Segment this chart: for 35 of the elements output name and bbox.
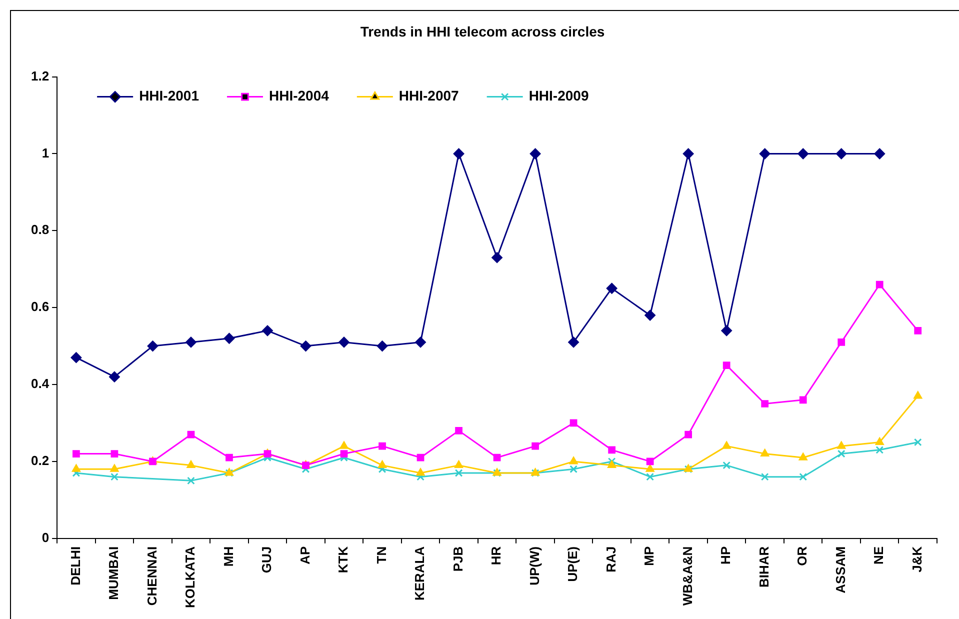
x-tick-label: MUMBAI xyxy=(106,546,122,600)
x-tick-label: CHENNAI xyxy=(144,546,160,606)
x-tick-label: BIHAR xyxy=(756,546,772,588)
x-tick-label: MP xyxy=(642,546,657,566)
x-tick-label: RAJ xyxy=(603,546,618,572)
x-tick-label: PJB xyxy=(450,546,466,572)
y-tick-label: 0.8 xyxy=(30,222,50,238)
y-tick-label: 0 xyxy=(42,530,50,545)
y-tick-label: 1 xyxy=(42,145,50,160)
x-tick-label: AP xyxy=(297,546,312,564)
x-tick-label: KTK xyxy=(336,546,351,574)
x-tick-label: WB&A&N xyxy=(680,546,695,606)
x-tick-label: KOLKATA xyxy=(182,546,198,608)
legend-label: HHI-2004 xyxy=(268,88,330,104)
x-tick-label: TN xyxy=(374,546,389,564)
x-tick-label: HR xyxy=(488,546,504,566)
x-tick-label: GUJ xyxy=(259,546,274,574)
x-tick-label: J&K xyxy=(909,546,924,572)
x-tick-label: HP xyxy=(718,546,734,564)
x-tick-label: MH xyxy=(220,546,236,567)
x-tick-label: DELHI xyxy=(68,546,83,586)
y-tick-label: 0.6 xyxy=(30,299,50,314)
x-tick-label: UP(W) xyxy=(526,546,542,586)
legend-label: HHI-2001 xyxy=(139,88,200,104)
y-tick-label: 0.2 xyxy=(30,453,50,468)
chart-title: Trends in HHI telecom across circles xyxy=(360,23,605,40)
x-tick-label: KERALA xyxy=(412,546,428,601)
y-tick-label: 0.4 xyxy=(30,376,50,392)
x-tick-label: ASSAM xyxy=(832,546,848,594)
legend-label: HHI-2009 xyxy=(528,88,589,104)
x-tick-label: UP(E) xyxy=(565,546,580,582)
x-tick-label: NE xyxy=(871,546,886,564)
legend-label: HHI-2007 xyxy=(398,88,460,104)
y-tick-label: 1.2 xyxy=(30,68,50,84)
x-tick-label: OR xyxy=(794,546,810,566)
